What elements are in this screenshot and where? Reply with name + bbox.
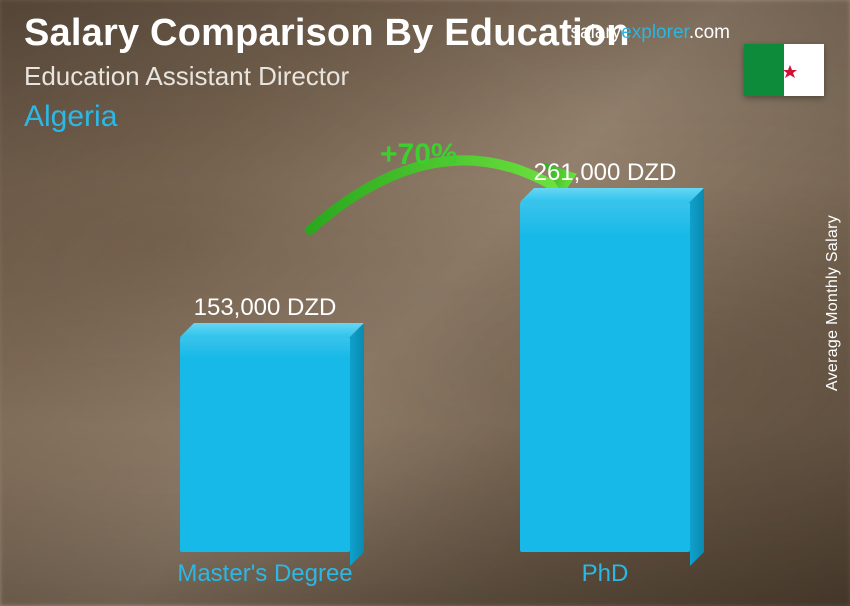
bar-side-face [690,188,704,566]
flag-emblem-icon [766,52,802,88]
bar-value-label: 153,000 DZD [135,294,395,322]
brand-suffix: .com [689,22,730,43]
percent-increase-badge: +70% [380,138,458,172]
bar-rect [180,337,350,552]
bar [180,337,350,552]
brand-label: salaryexplorer.com [571,22,730,44]
bar-top-face [520,188,704,202]
bar-top-face [180,323,364,337]
flag-icon [744,44,824,96]
brand-mid: explorer [621,22,689,43]
bar [520,202,690,552]
bar-category-label: PhD [475,560,735,588]
y-axis-label: Average Monthly Salary [824,215,842,391]
page-subtitle: Education Assistant Director [24,61,826,92]
bar-value-label: 261,000 DZD [475,159,735,187]
bar-side-face [350,323,364,566]
bar-chart: +70% 153,000 DZD Master's Degree 261,000… [100,170,790,588]
country-label: Algeria [24,100,826,134]
brand-prefix: salary [571,22,622,43]
bar-category-label: Master's Degree [135,560,395,588]
bar-rect [520,202,690,552]
